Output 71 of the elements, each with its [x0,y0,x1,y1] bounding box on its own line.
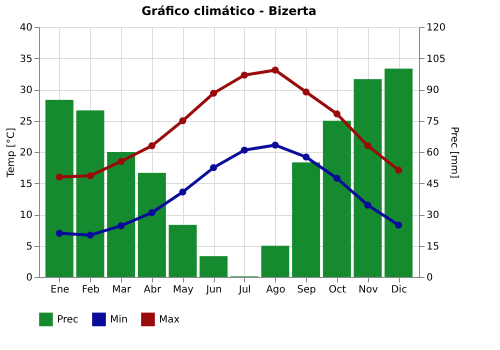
legend-label: Max [159,314,180,326]
point [210,164,218,172]
bar [76,110,104,277]
point [272,66,279,74]
y2-tick-label: 60 [426,148,440,158]
bar [322,120,351,277]
point [240,72,248,79]
point [364,202,372,209]
x-tick-label: Ene [50,284,70,296]
y2-axis-title: Prec [mm] [448,126,460,179]
point [302,88,310,96]
point [148,142,156,150]
y2-tick-label: 105 [426,54,446,65]
point [148,209,156,216]
point [272,142,279,149]
point [395,222,402,229]
y-tick-label: 0 [26,272,32,284]
legend-label: Min [110,314,128,326]
legend-label: Prec [57,314,78,326]
point [333,110,340,118]
x-tick-label: Jun [205,284,222,296]
point [210,90,218,97]
x-tick-label: Jul [238,284,251,296]
y-tick-label: 30 [20,85,32,96]
chart-title: Gráfico climático - Bizerta [142,4,316,18]
point [86,232,94,239]
point [240,146,248,154]
y-tick-label: 15 [20,178,32,190]
x-tick-label: Mar [112,284,132,296]
x-tick-label: Abr [144,284,162,296]
x-tick-label: May [172,284,194,296]
bar [292,162,320,277]
point [302,153,310,161]
bar [45,100,74,277]
x-tick-label: Nov [358,284,378,296]
y-tick-label: 40 [20,22,32,34]
y-axis-title: Temp [°C] [6,128,17,178]
x-tick-label: Feb [82,284,100,296]
x-tick-label: Dic [391,284,408,296]
point [118,158,125,165]
bar [200,256,228,277]
y2-tick-label: 15 [426,241,440,252]
x-tick-label: Oct [328,284,346,296]
y2-tick-label: 45 [426,178,440,190]
y2-tick-label: 120 [426,22,446,34]
point [395,166,402,174]
point [56,230,63,237]
y2-tick-label: 75 [426,116,440,128]
bar [138,172,166,277]
bar [354,79,382,277]
y-tick-label: 20 [20,148,32,158]
point [118,222,125,230]
point [86,172,94,180]
bar [384,68,413,277]
y2-tick-label: 90 [426,85,440,96]
y-tick-label: 5 [26,241,32,252]
bar [107,152,136,277]
bar [261,246,290,277]
point [179,188,186,196]
y-tick-label: 10 [20,210,32,221]
x-tick-label: Ago [266,284,286,296]
bar [168,224,197,277]
y2-tick-label: 30 [426,210,440,221]
y-tick-label: 35 [20,54,32,65]
point [364,142,372,150]
x-tick-label: Sep [297,284,316,296]
point [56,173,63,181]
y2-tick-label: 0 [426,272,433,284]
point [333,174,340,182]
point [179,117,186,124]
y-tick-label: 25 [20,116,32,128]
